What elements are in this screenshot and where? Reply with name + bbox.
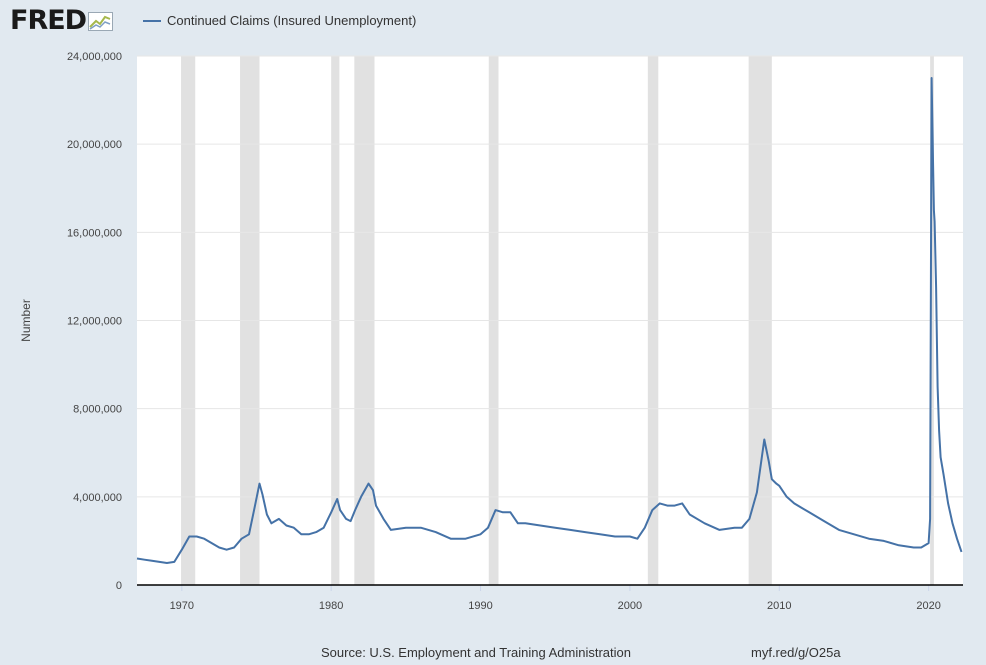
fred-logo[interactable]: FRED	[10, 6, 114, 36]
y-tick-label: 12,000,000	[67, 316, 122, 328]
x-tick-label: 2010	[767, 600, 791, 612]
y-tick-label: 20,000,000	[67, 139, 122, 151]
x-tick-label: 2020	[916, 600, 940, 612]
x-tick-label: 2000	[618, 600, 642, 612]
x-tick-label: 1970	[170, 600, 194, 612]
y-tick-label: 16,000,000	[67, 227, 122, 239]
y-tick-label: 0	[116, 580, 122, 592]
x-tick-label: 1990	[468, 600, 492, 612]
y-axis-label: Number	[19, 299, 33, 342]
trend-chart-icon	[88, 12, 114, 31]
chart-legend: Continued Claims (Insured Unemployment)	[143, 13, 416, 28]
legend-swatch	[143, 19, 161, 22]
y-tick-label: 24,000,000	[67, 51, 122, 63]
series-line	[136, 77, 963, 564]
logo-text: FRED	[10, 5, 87, 36]
short-link[interactable]: myf.red/g/O25a	[751, 645, 841, 660]
source-note: Source: U.S. Employment and Training Adm…	[321, 645, 631, 660]
legend-series-label: Continued Claims (Insured Unemployment)	[167, 13, 417, 28]
x-tick-label: 1980	[319, 600, 343, 612]
y-tick-label: 8,000,000	[73, 404, 122, 416]
y-tick-label: 4,000,000	[73, 492, 122, 504]
